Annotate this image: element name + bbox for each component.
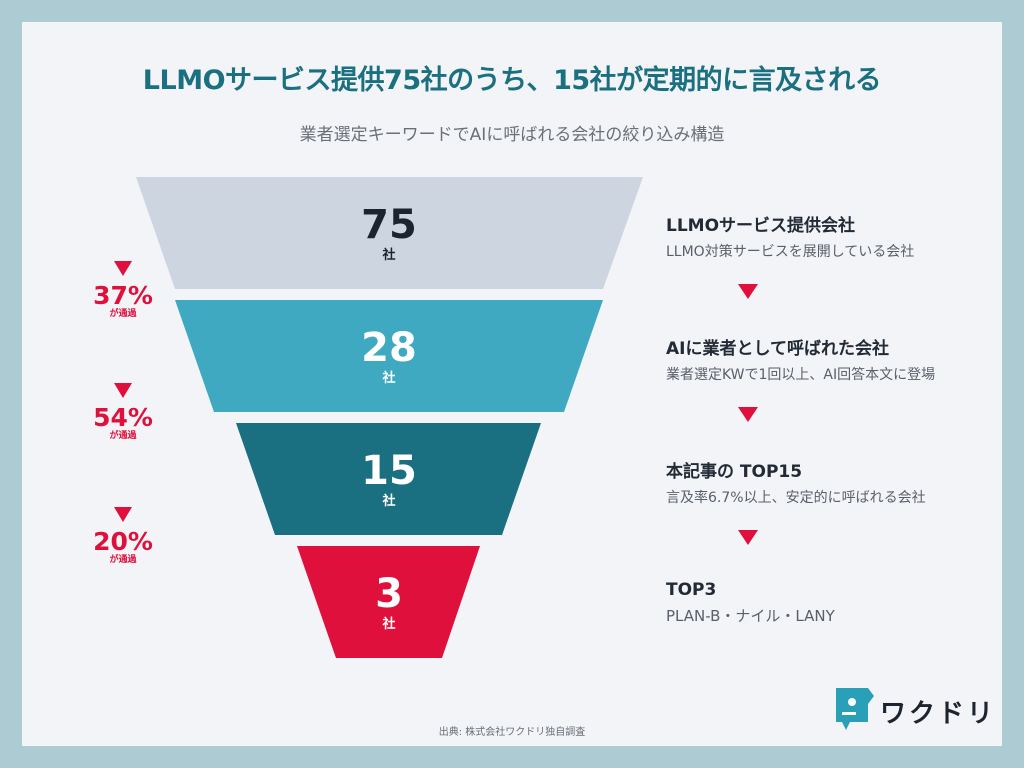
pass-rate-1-arrow-icon: [114, 261, 132, 276]
stage-step-arrow-3-icon: [738, 530, 758, 545]
stage-2-desc: 業者選定KWで1回以上、AI回答本文に登場: [666, 367, 936, 383]
source-note: 出典: 株式会社ワクドリ独自調査: [438, 727, 586, 738]
stage-3-desc: 言及率6.7%以上、安定的に呼ばれる会社: [666, 490, 926, 506]
pass-rate-3-value: 20%: [93, 527, 153, 556]
pass-rate-2: 54% が通過: [78, 405, 168, 442]
stage-1-label: LLMOサービス提供会社 LLMO対策サービスを展開している会社: [666, 211, 914, 261]
funnel-stage-3-count: 15: [361, 448, 417, 494]
funnel-stage-1-unit: 社: [381, 247, 395, 263]
page-title: LLMOサービス提供75社のうち、15社が定期的に言及される: [142, 65, 882, 96]
stage-4-name: TOP3: [666, 580, 717, 600]
funnel-stage-1: [136, 177, 643, 289]
funnel-stage-1-count: 75: [361, 202, 417, 248]
funnel-stage-2: [175, 300, 603, 412]
pass-rate-3-note: が通過: [109, 555, 137, 565]
stage-2-name: AIに業者として呼ばれた会社: [666, 339, 889, 359]
stage-step-arrow-1-icon: [738, 284, 758, 299]
logo-text: ワクドリ: [880, 699, 997, 729]
stage-2-label: AIに業者として呼ばれた会社 業者選定KWで1回以上、AI回答本文に登場: [666, 334, 935, 384]
funnel-stage-2-unit: 社: [381, 370, 395, 386]
funnel-stage-2-count: 28: [361, 325, 417, 371]
pass-rate-1: 37% が通過: [78, 283, 168, 320]
wakudori-bird-icon: [836, 688, 874, 730]
stage-4-desc: PLAN-B・ナイル・LANY: [666, 607, 835, 625]
page-subtitle: 業者選定キーワードでAIに呼ばれる会社の絞り込み構造: [299, 125, 725, 145]
pass-rate-1-note: が通過: [109, 309, 137, 319]
stage-4-label: TOP3 PLAN-B・ナイル・LANY: [666, 580, 835, 626]
funnel-stage-4-unit: 社: [381, 616, 395, 632]
pass-rate-3-arrow-icon: [114, 507, 132, 522]
pass-rate-2-note: が通過: [109, 431, 137, 441]
funnel-stage-3-unit: 社: [381, 493, 395, 509]
stage-3-name: 本記事の TOP15: [666, 462, 803, 482]
stage-1-name: LLMOサービス提供会社: [666, 216, 856, 236]
funnel-stage-3: [236, 423, 541, 535]
pass-rate-1-value: 37%: [93, 281, 153, 310]
funnel-stage-4: [297, 546, 480, 658]
pass-rate-2-value: 54%: [93, 403, 153, 432]
stage-1-desc: LLMO対策サービスを展開している会社: [666, 244, 915, 260]
pass-rate-2-arrow-icon: [114, 383, 132, 398]
funnel-stage-4-count: 3: [375, 571, 403, 617]
pass-rate-3: 20% が通過: [78, 529, 168, 566]
stage-step-arrow-2-icon: [738, 407, 758, 422]
stage-3-label: 本記事の TOP15 言及率6.7%以上、安定的に呼ばれる会社: [666, 457, 926, 507]
